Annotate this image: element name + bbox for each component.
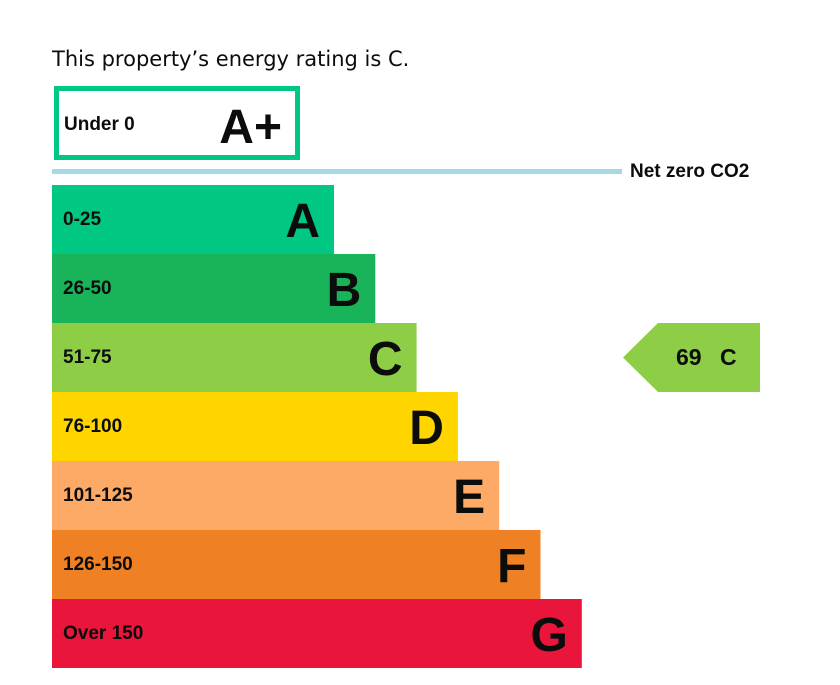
band-a-range: 0-25: [63, 209, 101, 230]
band-a-plus-box: [54, 86, 300, 160]
net-zero-label: Net zero CO2: [630, 161, 749, 182]
band-b-range: 26-50: [63, 278, 112, 299]
band-b-bar: [52, 254, 376, 323]
net-zero-line: [52, 169, 622, 174]
band-e-range: 101-125: [63, 485, 133, 506]
band-d-range: 76-100: [63, 416, 122, 437]
energy-rating-summary: This property’s energy rating is C.: [52, 47, 410, 71]
band-f-letter: F: [497, 540, 526, 593]
band-d-bar: [52, 392, 458, 461]
current-rating-letter: C: [720, 344, 737, 370]
band-e-letter: E: [453, 471, 485, 524]
band-d-letter: D: [409, 402, 444, 455]
current-rating-score: 69: [676, 344, 702, 370]
band-b-letter: B: [327, 264, 362, 317]
band-a-letter: A: [285, 195, 320, 248]
band-g-letter: G: [530, 609, 567, 662]
band-g-range: Over 150: [63, 623, 143, 644]
band-f-bar: [52, 530, 541, 599]
band-e-bar: [52, 461, 500, 530]
band-f-range: 126-150: [63, 554, 133, 575]
band-a-plus-range: Under 0: [64, 114, 135, 135]
band-a-plus-letter: A+: [219, 101, 282, 154]
band-a-bar: [52, 185, 334, 254]
current-rating-arrow: [623, 323, 760, 392]
band-c-range: 51-75: [63, 347, 112, 368]
band-g-bar: [52, 599, 582, 668]
band-c-bar: [52, 323, 417, 392]
band-c-letter: C: [368, 333, 403, 386]
